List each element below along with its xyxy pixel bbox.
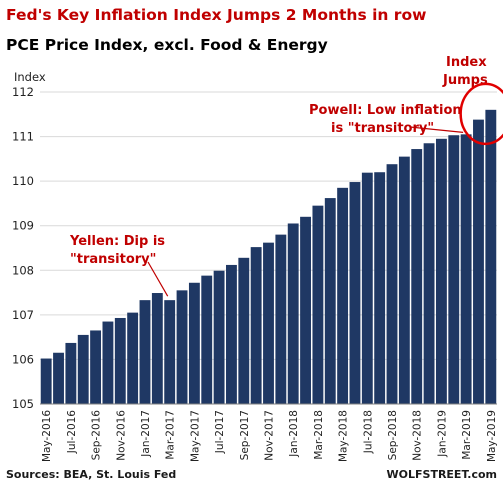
highlight-circle [459, 82, 503, 146]
bar-Jul-2017 [213, 270, 225, 404]
x-tick-label: Nov-2016 [115, 410, 127, 461]
bar-Oct-2016 [102, 321, 114, 404]
y-tick-label: 109 [12, 219, 34, 233]
powell-annotation: Powell: Low inflation is "transitory" [309, 103, 464, 136]
bar-Aug-2016 [77, 334, 89, 404]
bar-Jun-2017 [201, 275, 213, 404]
bar-Sep-2018 [386, 164, 398, 404]
bar-Jan-2017 [139, 300, 151, 404]
x-axis-ticks: May-2016 Jul-2016 Sep-2016 Nov-2016 Jan-2017… [41, 410, 498, 462]
x-tick-label: May-2019 [486, 410, 498, 462]
x-tick-label: Nov-2017 [264, 410, 276, 461]
bar-Jul-2018 [361, 172, 373, 404]
bar-Mar-2018 [312, 205, 324, 404]
powell-annotation-line2: is "transitory" [331, 121, 434, 136]
bar-Nov-2017 [263, 242, 274, 404]
bar-Dec-2018 [423, 143, 435, 404]
index-jumps-line2: Jumps [442, 73, 488, 88]
bar-Jul-2016 [65, 342, 77, 404]
bar-Oct-2018 [398, 156, 410, 404]
y-tick-label: 106 [12, 352, 34, 366]
y-tick-label: 107 [12, 308, 34, 322]
x-tick-label: May-2018 [338, 410, 350, 462]
bar-Apr-2019 [473, 119, 484, 405]
source-note: Sources: BEA, St. Louis Fed [6, 468, 176, 481]
x-tick-label: Mar-2017 [165, 410, 177, 460]
y-tick-label: 105 [12, 397, 34, 411]
x-tick-label: Jul-2016 [66, 410, 78, 454]
y-axis-ticks: 105 106 107 108 109 110 111 112 [12, 85, 34, 411]
bar-Feb-2019 [448, 135, 460, 404]
powell-arrow [409, 126, 464, 133]
x-tick-label: Mar-2019 [461, 410, 473, 460]
y-tick-label: 110 [12, 174, 34, 188]
bar-Aug-2017 [226, 264, 237, 404]
bar-Feb-2017 [151, 293, 163, 404]
bars [40, 109, 497, 405]
yellen-annotation-line2: "transitory" [70, 252, 156, 267]
bar-Nov-2018 [411, 149, 423, 404]
bar-Jan-2018 [287, 223, 299, 404]
bar-Sep-2017 [238, 257, 250, 404]
bar-May-2018 [337, 187, 349, 404]
x-tick-label: Sep-2016 [91, 410, 103, 461]
yellen-annotation: Yellen: Dip is "transitory" [69, 234, 169, 297]
bar-Sep-2016 [90, 330, 102, 404]
x-tick-label: Jan-2017 [140, 410, 152, 458]
y-tick-label: 112 [12, 85, 34, 99]
x-tick-label: Mar-2018 [313, 410, 325, 460]
x-tick-label: Sep-2017 [239, 410, 251, 460]
bar-Dec-2016 [127, 312, 139, 404]
bar-May-2019 [485, 109, 497, 404]
bar-Dec-2017 [275, 234, 287, 404]
bar-Apr-2018 [324, 198, 336, 404]
x-tick-label: Nov-2018 [412, 410, 424, 461]
bar-Jan-2019 [435, 138, 447, 405]
x-tick-label: May-2017 [189, 410, 201, 462]
x-tick-label: Sep-2018 [387, 410, 399, 460]
index-jumps-annotation: Index Jumps [442, 55, 503, 146]
powell-annotation-line1: Powell: Low inflation [309, 103, 462, 118]
x-tick-label: May-2016 [41, 410, 53, 462]
index-jumps-line1: Index [446, 55, 487, 70]
y-axis-label: Index [14, 70, 46, 84]
x-tick-label: Jul-2017 [214, 410, 226, 454]
bar-Jun-2018 [349, 182, 361, 404]
yellen-annotation-line1: Yellen: Dip is [69, 234, 165, 249]
bar-Apr-2017 [176, 290, 188, 404]
bar-Aug-2018 [374, 172, 386, 404]
bar-May-2017 [188, 282, 200, 404]
brand-label: WOLFSTREET.com [387, 468, 497, 481]
x-tick-label: Jan-2018 [288, 410, 300, 458]
x-tick-label: Jul-2018 [362, 410, 374, 454]
chart-title: Fed's Key Inflation Index Jumps 2 Months… [6, 6, 426, 24]
bar-May-2016 [40, 358, 52, 404]
bar-Mar-2017 [164, 300, 176, 404]
bar-Jun-2016 [53, 352, 64, 404]
bar-Feb-2018 [300, 216, 311, 404]
y-tick-label: 108 [12, 263, 34, 277]
bar-Mar-2019 [460, 134, 472, 405]
bar-Nov-2016 [114, 317, 126, 404]
bar-Oct-2017 [250, 247, 262, 404]
chart-subtitle: PCE Price Index, excl. Food & Energy [6, 36, 328, 54]
x-tick-label: Jan-2019 [436, 410, 448, 458]
yellen-arrow [147, 261, 169, 297]
y-tick-label: 111 [12, 130, 34, 144]
